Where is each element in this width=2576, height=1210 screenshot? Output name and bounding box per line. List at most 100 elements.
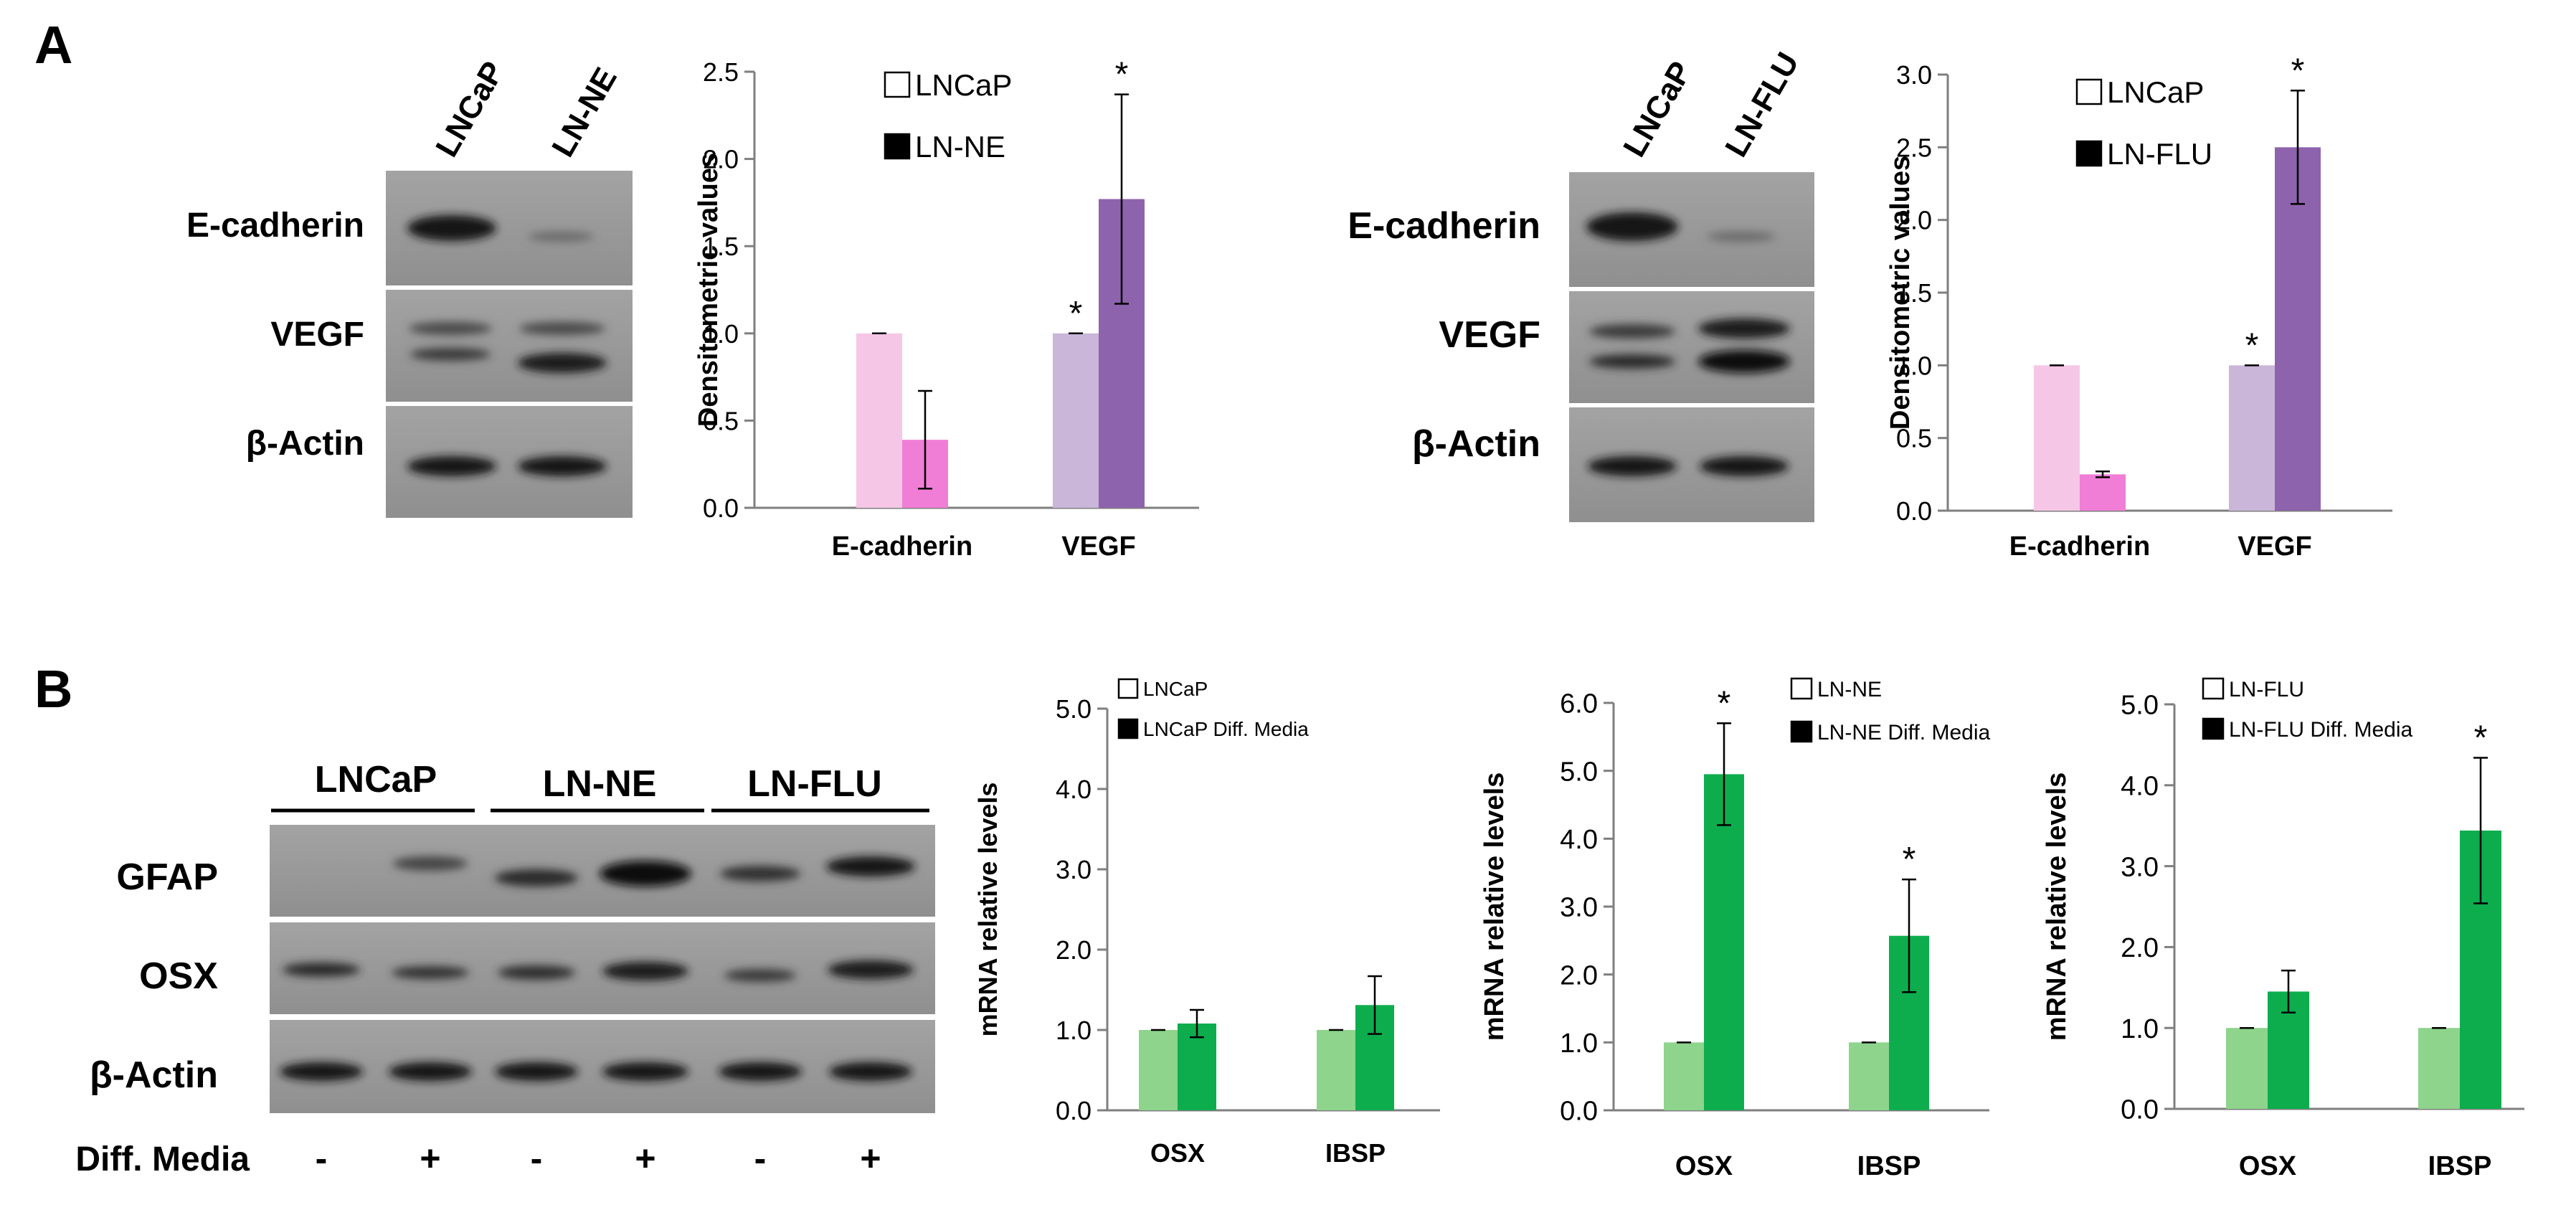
y-tick-label: 3.0 (1560, 893, 1598, 923)
blot-band (719, 1062, 802, 1081)
group-label: LN-FLU (747, 763, 882, 805)
blot-band (1707, 232, 1776, 242)
legend-swatch (884, 133, 911, 160)
media-sign: - (531, 1138, 543, 1178)
y-tick-label: 4.0 (1056, 775, 1092, 804)
significance-marker: * (1718, 684, 1731, 722)
legend-label: LN-NE (915, 130, 1005, 164)
y-tick-label: 2.0 (703, 145, 739, 174)
blot-a1: LNCaP LN-NE E-cadherin VEGF β-Actin (186, 56, 633, 518)
chart-b-lncap-mrna: 0.0 1.0 2.0 3.0 4.0 5.0 mRNA relative levels OS… (973, 678, 1440, 1168)
x-category-label: E-cadherin (2009, 531, 2150, 562)
y-tick-label: 6.0 (1560, 689, 1598, 719)
blot-band (1589, 354, 1675, 369)
media-sign: + (860, 1138, 881, 1178)
lane-label: LNCaP (429, 56, 511, 163)
chart-a-ln-flu-densitometry: 0.0 0.5 1.0 1.5 2.0 2.5 3.0 Densitometric value… (1885, 52, 2392, 562)
legend-swatch (1790, 720, 1813, 743)
legend-swatch (2075, 78, 2103, 105)
bar-control (1664, 1042, 1704, 1110)
y-axis-label: mRNA relative levels (2042, 772, 2072, 1041)
significance-marker: * (2291, 52, 2305, 90)
y-tick-label: 2.0 (2121, 933, 2159, 963)
bar-treated (2275, 147, 2321, 511)
y-tick-label: 0.5 (703, 406, 739, 435)
significance-marker: * (2474, 719, 2488, 757)
blot-band (392, 966, 469, 979)
chart-b-ln-ne-mrna: 0.0 1.0 2.0 3.0 4.0 5.0 6.0 mRNA relative level… (1479, 677, 1991, 1181)
bar-control (2034, 365, 2080, 511)
y-tick-label: 3.0 (1896, 60, 1932, 90)
x-category-label: OSX (2239, 1151, 2297, 1181)
bar-treated (2080, 474, 2126, 511)
blot-band (410, 348, 491, 361)
bar-control (1849, 1042, 1889, 1110)
significance-marker: * (1903, 841, 1916, 879)
y-tick-label: 5.0 (1056, 694, 1092, 724)
x-category-label: OSX (1150, 1138, 1205, 1168)
y-tick-label: 2.0 (1056, 935, 1092, 965)
bar-treated (1704, 774, 1744, 1110)
blot-band (280, 1062, 363, 1081)
media-sign: + (420, 1138, 440, 1178)
panel-letter-b: B (34, 659, 72, 719)
x-category-label: OSX (1675, 1151, 1733, 1181)
legend-swatch (2075, 140, 2103, 167)
blot-band (829, 1062, 912, 1081)
bar-control (1053, 333, 1099, 508)
blot-band (1698, 318, 1790, 339)
x-category-label: IBSP (1857, 1151, 1921, 1181)
bar-control (2226, 1028, 2268, 1109)
y-tick-label: 1.5 (1896, 278, 1932, 308)
blot-row-label: VEGF (1439, 314, 1540, 356)
legend-label: LN-FLU (2229, 678, 2304, 701)
group-label: LNCaP (315, 759, 437, 800)
y-tick-label: 0.0 (1896, 496, 1932, 526)
y-tick-label: 1.5 (703, 232, 739, 261)
y-tick-label: 4.0 (1560, 825, 1598, 855)
blot-band (495, 869, 578, 887)
panel-letter-a: A (34, 15, 72, 75)
blot-band (828, 960, 914, 979)
media-sign: - (316, 1138, 328, 1178)
lane-label: LN-FLU (1718, 47, 1806, 163)
legend-label: LNCaP (1143, 678, 1208, 700)
blot-band (495, 1062, 578, 1081)
significance-marker: * (2245, 326, 2259, 364)
legend-label: LNCaP (915, 68, 1012, 102)
significance-marker: * (1069, 295, 1083, 333)
blot-band (519, 322, 605, 335)
media-label: Diff. Media (75, 1140, 250, 1178)
y-tick-label: 1.0 (1896, 351, 1932, 380)
bar-control (2418, 1028, 2460, 1109)
blot-band (724, 969, 796, 982)
y-tick-label: 2.5 (703, 57, 739, 87)
legend-swatch (2202, 717, 2225, 740)
x-category-label: IBSP (1325, 1138, 1386, 1168)
bar-control (1317, 1030, 1355, 1110)
y-tick-label: 3.0 (1056, 855, 1092, 884)
chart-a-ln-ne-densitometry: 0.0 0.5 1.0 1.5 2.0 2.5 Densitometric values E-… (693, 56, 1199, 562)
blot-row-label: OSX (139, 955, 218, 997)
blot-band (389, 1062, 472, 1081)
blot-band (393, 856, 468, 871)
blot-band (600, 861, 691, 887)
y-tick-label: 0.5 (1896, 424, 1932, 453)
blot-band (1589, 324, 1675, 339)
blot-band (409, 322, 492, 335)
y-axis-label: mRNA relative levels (973, 783, 1003, 1037)
y-tick-label: 0.0 (1056, 1096, 1092, 1125)
x-category-label: IBSP (2428, 1151, 2492, 1181)
y-tick-label: 5.0 (2121, 691, 2159, 721)
blot-band (518, 456, 607, 476)
group-label: LN-NE (543, 763, 657, 805)
y-tick-label: 2.0 (1896, 206, 1932, 235)
blot-row-label: β-Actin (90, 1054, 218, 1096)
blot-row-label: GFAP (116, 856, 218, 898)
blot-row-label: E-cadherin (1348, 205, 1540, 247)
media-sign: + (635, 1138, 655, 1178)
y-axis-label: Densitometric values (1885, 156, 1916, 430)
lane-label: LNCaP (1616, 56, 1699, 163)
x-category-label: VEGF (2238, 531, 2311, 562)
blot-band (1698, 350, 1790, 373)
